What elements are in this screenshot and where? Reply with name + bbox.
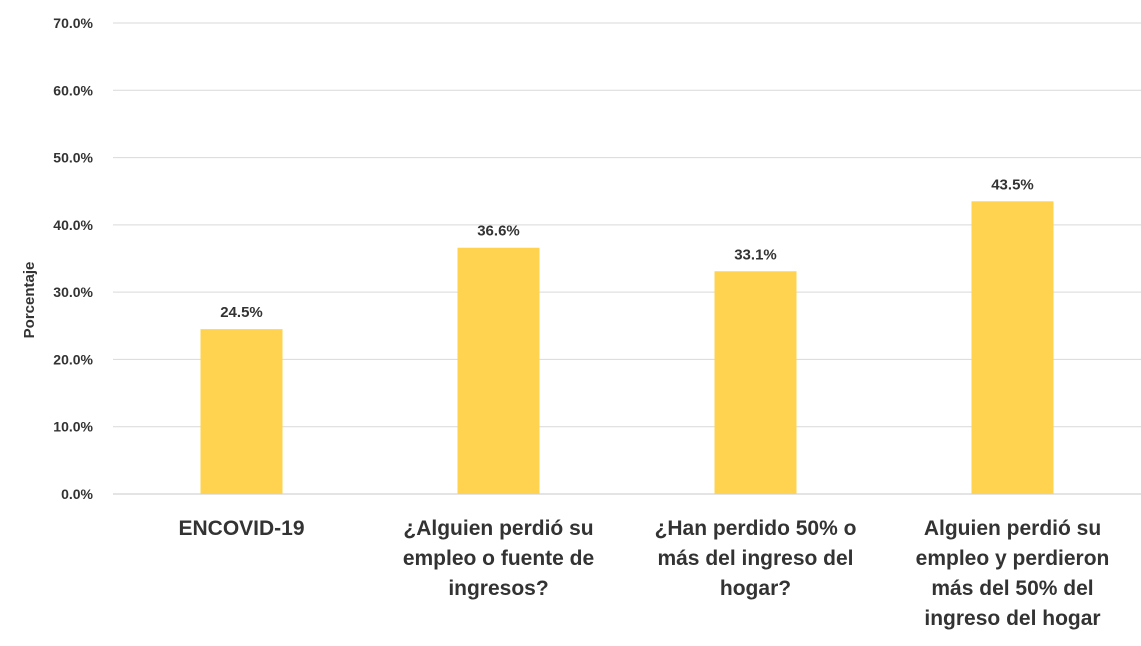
data-label: 36.6%	[477, 223, 520, 240]
bar	[200, 329, 283, 494]
category-label: ¿Alguien perdió su empleo o fuente de in…	[402, 517, 595, 600]
category-label: ¿Han perdido 50% o más del ingreso del h…	[654, 517, 857, 600]
bar	[457, 247, 540, 494]
y-tick-label: 10.0%	[53, 419, 93, 435]
y-tick-label: 40.0%	[53, 217, 93, 233]
data-labels: 24.5% 36.6% 33.1% 43.5%	[220, 176, 1034, 321]
category-label: Alguien perdió su empleo y perdieron más…	[915, 517, 1110, 630]
bar	[714, 271, 797, 494]
bars	[200, 201, 1054, 495]
category-label: ENCOVID-19	[178, 517, 305, 540]
y-tick-label: 0.0%	[61, 486, 93, 502]
y-axis-ticks: 0.0% 10.0% 20.0% 30.0% 40.0% 50.0% 60.0% 70.0%	[53, 15, 93, 502]
y-tick-label: 50.0%	[53, 150, 93, 166]
y-tick-label: 60.0%	[53, 82, 93, 98]
bar	[971, 201, 1054, 495]
y-tick-label: 20.0%	[53, 351, 93, 367]
data-label: 33.1%	[734, 246, 777, 263]
y-tick-label: 30.0%	[53, 284, 93, 300]
y-axis-label: Porcentaje	[21, 262, 38, 339]
data-label: 24.5%	[220, 304, 263, 321]
y-tick-label: 70.0%	[53, 15, 93, 31]
gridlines	[113, 22, 1141, 495]
data-label: 43.5%	[991, 176, 1034, 193]
